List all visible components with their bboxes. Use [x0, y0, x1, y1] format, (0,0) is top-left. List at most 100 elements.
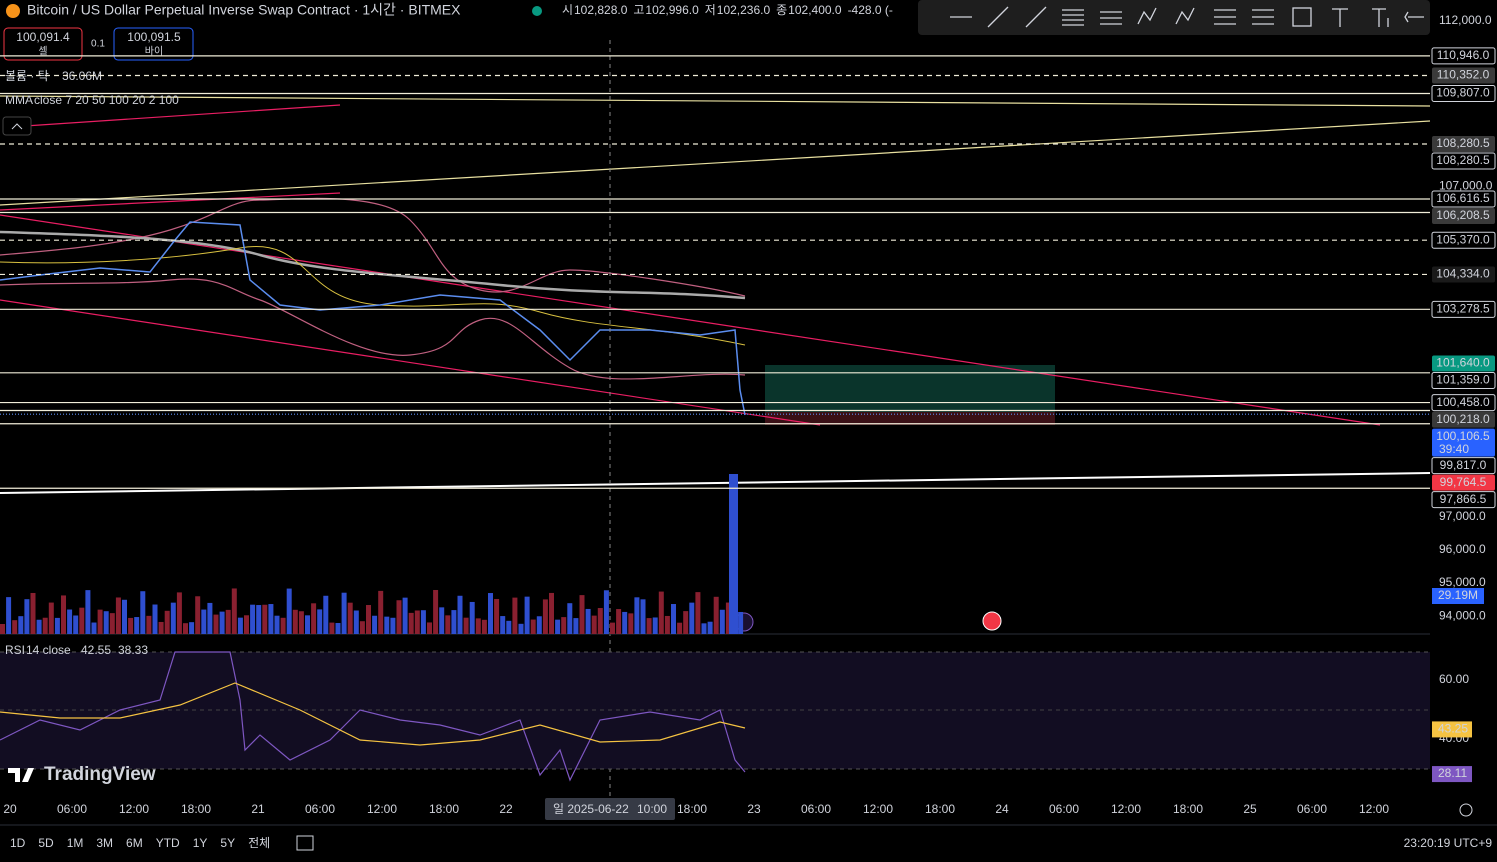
drawing-toolbar: [918, 0, 1430, 35]
profit-zone: [765, 365, 1055, 412]
timeframe-button[interactable]: 5D: [38, 836, 54, 850]
level-label: 106,616.5: [1436, 191, 1490, 205]
volume-bar: [262, 604, 268, 634]
rsi-label: 28.11: [1438, 766, 1467, 780]
volume-bar: [536, 616, 542, 634]
volume-bar: [48, 602, 54, 634]
level-label: 99,817.0: [1440, 458, 1487, 472]
sell-price: 100,091.4: [16, 30, 70, 44]
volume-bar: [433, 589, 439, 634]
tool-trend[interactable]: [987, 6, 1009, 28]
tool-position[interactable]: [1214, 9, 1236, 25]
time-tick: 12:00: [119, 802, 149, 816]
volume-bar: [189, 622, 195, 634]
tool-ray[interactable]: [1025, 6, 1047, 28]
level-label: 109,807.0: [1436, 86, 1490, 100]
rsi-params: 14 close: [26, 643, 71, 657]
rsi-ma-line: [0, 682, 746, 746]
timeframe-button[interactable]: 3M: [96, 836, 113, 850]
volume-bar: [61, 595, 66, 634]
tool-note[interactable]: [1372, 8, 1389, 27]
ohlc-value: 102,400.0: [788, 3, 842, 17]
rsi-value: 42.55: [81, 643, 111, 657]
tool-more[interactable]: [1404, 11, 1424, 23]
loss-zone: [765, 412, 1055, 425]
trend-line: [0, 192, 341, 211]
volume-bar: [170, 602, 176, 634]
time-tick: 18:00: [429, 802, 459, 816]
trend-line: [0, 472, 1431, 494]
volume-bar: [457, 595, 463, 634]
volume-bar: [579, 595, 585, 634]
volume-bar: [671, 604, 676, 634]
countdown: 39:40: [1439, 442, 1469, 456]
collapse-button[interactable]: [2, 116, 32, 136]
timeframe-button[interactable]: 1M: [67, 836, 84, 850]
volume-bar: [488, 593, 493, 634]
time-tick: 12:00: [1111, 802, 1141, 816]
mma-params: close 7 20 50 100 20 2 100: [34, 93, 179, 107]
volume-bar: [54, 617, 60, 634]
price-tick: 94,000.0: [1439, 608, 1486, 622]
level-label: 100,106.5: [1436, 429, 1490, 443]
tool-text[interactable]: [1332, 8, 1348, 27]
volume-bar: [695, 592, 701, 634]
volume-bar: [79, 607, 85, 634]
volume-bar: [0, 624, 5, 634]
volume-bar: [677, 622, 683, 634]
tool-fib[interactable]: [1062, 9, 1084, 26]
trend-line: [0, 299, 821, 426]
timeframe-button[interactable]: 전체: [248, 836, 270, 850]
time-tick: 24: [995, 802, 1009, 816]
ohlc-label: 종: [776, 3, 787, 17]
level-label-bg: [1432, 67, 1495, 84]
tool-abcd[interactable]: [1175, 7, 1195, 25]
timeframe-button[interactable]: YTD: [156, 836, 180, 850]
volume-bar: [30, 592, 36, 634]
timeframe-button[interactable]: 1Y: [193, 836, 208, 850]
tool-rect[interactable]: [1292, 7, 1312, 27]
rsi-name: RSI: [5, 643, 25, 657]
volume-bar: [555, 619, 561, 634]
level-label-bg: [1431, 372, 1496, 390]
volume-bar: [36, 619, 42, 634]
level-label-bg: [1431, 457, 1496, 475]
volume-bar: [420, 610, 426, 634]
time-tick: 18:00: [1173, 802, 1203, 816]
level-label-bg: [1431, 491, 1496, 509]
volume-bar: [134, 617, 140, 634]
event-flag[interactable]: [982, 611, 1002, 631]
volume-bar: [305, 615, 310, 634]
tool-forecast[interactable]: [1252, 9, 1274, 25]
buy-button[interactable]: [113, 27, 194, 61]
crosshair-label-bg: [545, 798, 675, 820]
volume-bar: [567, 603, 573, 634]
sell-button[interactable]: [3, 27, 83, 61]
volume-bar: [646, 618, 652, 634]
timeframe-button[interactable]: 5Y: [220, 836, 235, 850]
volume-bar: [628, 613, 634, 634]
time-tick: 06:00: [801, 802, 831, 816]
volume-bar: [469, 601, 475, 634]
volume-label-bg: [1432, 588, 1484, 604]
level-label: 104,334.0: [1436, 267, 1490, 281]
volume-bar: [158, 621, 164, 634]
level-label-bg: [1431, 394, 1496, 412]
volume-bar: [707, 621, 713, 634]
level-label: 101,640.0: [1436, 356, 1490, 370]
volume-bar: [652, 617, 658, 634]
volume-bar: [335, 623, 341, 634]
clock: 23:20:19 UTC+9: [1404, 836, 1493, 850]
rsi-pane: [0, 633, 1430, 782]
rsi-tick: 60.00: [1439, 672, 1469, 686]
timeframe-button[interactable]: 6M: [126, 836, 143, 850]
date-range-icon[interactable]: [296, 835, 314, 851]
level-label: 110,946.0: [1437, 48, 1490, 62]
level-label-bg: [1432, 207, 1495, 224]
tool-channel[interactable]: [1100, 11, 1122, 25]
volume-bar: [378, 590, 384, 634]
tool-pattern[interactable]: [1137, 7, 1157, 25]
settings-icon[interactable]: [1459, 803, 1473, 817]
timeframe-button[interactable]: 1D: [10, 836, 26, 850]
